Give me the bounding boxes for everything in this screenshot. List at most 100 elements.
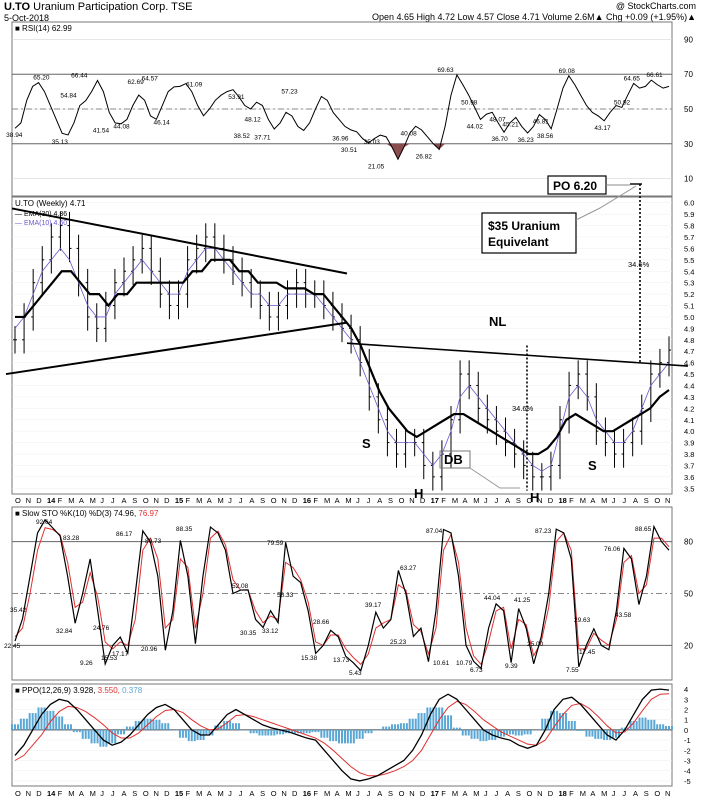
- ppo-histogram-bar: [229, 720, 232, 730]
- sto-legend: ■ Slow STO %K(10) %D(3) 74.96, 76.97: [15, 509, 159, 518]
- neckline: [346, 342, 689, 367]
- ppo-histogram-bar: [494, 729, 497, 740]
- x-tick-label-bottom: J: [495, 789, 499, 798]
- rsi-value-label: 36.23: [518, 137, 535, 144]
- sto-value-label: 80.73: [145, 538, 162, 545]
- x-tick-label-bottom: J: [612, 789, 616, 798]
- x-tick-label-bottom: M: [217, 789, 223, 798]
- sto-value-label: 41.25: [514, 597, 531, 604]
- x-tick-label-bottom: D: [420, 789, 426, 798]
- ppo-histogram-bar: [585, 729, 588, 737]
- ppo-histogram-bar: [538, 729, 541, 731]
- ppo-histogram-bar: [517, 729, 520, 736]
- x-tick-label-bottom: N: [154, 789, 159, 798]
- x-tick-label-bottom: J: [622, 789, 626, 798]
- ppo-histogram-bar: [170, 729, 173, 731]
- ppo-histogram-bar: [279, 729, 282, 735]
- ppo-histogram-bar: [438, 707, 441, 730]
- price-tick-label: 5.4: [684, 267, 694, 276]
- ppo-histogram-bar: [81, 729, 84, 739]
- ppo-histogram-bar: [414, 718, 417, 730]
- x-tick-label: A: [79, 496, 84, 505]
- x-tick-label-bottom: A: [463, 789, 468, 798]
- ppo-tick-label: -3: [684, 757, 691, 766]
- uranium-callout-line2: Equivelant: [488, 235, 549, 249]
- stoch-d-line: [14, 527, 670, 666]
- ppo-histogram-bar: [665, 725, 667, 730]
- x-tick-label: J: [239, 496, 243, 505]
- ppo-histogram-bar: [314, 729, 317, 733]
- ppo-histogram-bar: [178, 729, 181, 738]
- ppo-histogram-bar: [620, 727, 623, 730]
- x-tick-label: S: [260, 496, 265, 505]
- sto-value-label: 43.58: [615, 612, 632, 619]
- ppo-histogram-bar: [341, 729, 343, 744]
- x-tick-label: D: [36, 496, 42, 505]
- ppo-histogram-bar: [220, 725, 223, 730]
- rsi-value-label: 66.44: [71, 72, 88, 79]
- ppo-tick-label: 2: [684, 706, 688, 715]
- ppo-tick-label: -2: [684, 746, 691, 755]
- ppo-histogram-bar: [458, 727, 461, 730]
- x-tick-label: J: [484, 496, 488, 505]
- x-tick-label-bottom: A: [590, 789, 595, 798]
- x-tick-label-bottom: O: [654, 789, 660, 798]
- ppo-legend: ■ PPO(12,26,9) 3.928, 3.550, 0.378: [15, 686, 143, 695]
- x-tick-label-bottom: M: [452, 789, 458, 798]
- x-tick-label-bottom: A: [505, 789, 510, 798]
- ppo-histogram-bar: [671, 725, 673, 730]
- price-tick-label: 5.2: [684, 290, 694, 299]
- ppo-histogram-bar: [441, 707, 444, 730]
- ppo-histogram-bar: [149, 718, 152, 730]
- x-tick-label: M: [452, 496, 458, 505]
- rsi-value-label: 35.03: [364, 139, 381, 146]
- ppo-histogram-bar: [120, 729, 123, 735]
- x-tick-label: 15: [175, 496, 183, 505]
- ppo-histogram-bar: [455, 727, 458, 730]
- ppo-histogram-bar: [211, 729, 214, 736]
- x-tick-label: M: [90, 496, 96, 505]
- rsi-tick-label: 30: [684, 140, 693, 149]
- x-tick-label: M: [68, 496, 74, 505]
- ppo-histogram-bar: [111, 729, 114, 744]
- ppo-histogram-bar: [617, 729, 620, 738]
- x-tick-label-bottom: M: [196, 789, 202, 798]
- x-tick-label: 17: [431, 496, 439, 505]
- x-tick-label-bottom: O: [15, 789, 21, 798]
- rsi-value-label: 38.52: [234, 133, 251, 140]
- stoch-k-line: [14, 518, 670, 672]
- db-box: [439, 450, 471, 469]
- ppo-histogram-bar: [252, 729, 255, 734]
- ppo-histogram-bar: [405, 723, 408, 730]
- ppo-histogram-bar: [84, 729, 87, 739]
- price-tick-label: 5.5: [684, 256, 694, 265]
- sto-value-label: 15.53: [101, 655, 118, 662]
- head-label-right: H: [530, 490, 539, 505]
- ppo-histogram-bar: [22, 718, 25, 730]
- x-tick-label: O: [15, 496, 21, 505]
- x-tick-label: N: [409, 496, 414, 505]
- ppo-histogram-bar: [273, 729, 276, 736]
- ppo-histogram-bar: [650, 719, 653, 730]
- x-tick-label: F: [313, 496, 318, 505]
- ppo-histogram-bar: [329, 729, 332, 742]
- price-tick-label: 4.3: [684, 393, 694, 402]
- price-tick-label: 5.1: [684, 302, 694, 311]
- ppo-histogram-bar: [346, 729, 349, 744]
- x-tick-label: A: [463, 496, 468, 505]
- x-tick-label: M: [345, 496, 351, 505]
- x-tick-label-bottom: J: [367, 789, 371, 798]
- x-tick-label: N: [26, 496, 31, 505]
- x-tick-label-bottom: 14: [47, 789, 56, 798]
- ppo-histogram-bar: [388, 726, 391, 730]
- ppo-histogram-bar: [14, 724, 16, 730]
- sto-tick-label: 50: [684, 590, 693, 599]
- x-tick-label: M: [217, 496, 223, 505]
- x-tick-label-bottom: D: [36, 789, 42, 798]
- ppo-histogram-bar: [408, 718, 411, 730]
- ppo-histogram-bar: [355, 729, 358, 739]
- ppo-histogram-bar: [352, 729, 355, 744]
- x-tick-label: N: [281, 496, 286, 505]
- x-tick-label-bottom: A: [122, 789, 127, 798]
- sto-value-label: 10.79: [456, 660, 473, 667]
